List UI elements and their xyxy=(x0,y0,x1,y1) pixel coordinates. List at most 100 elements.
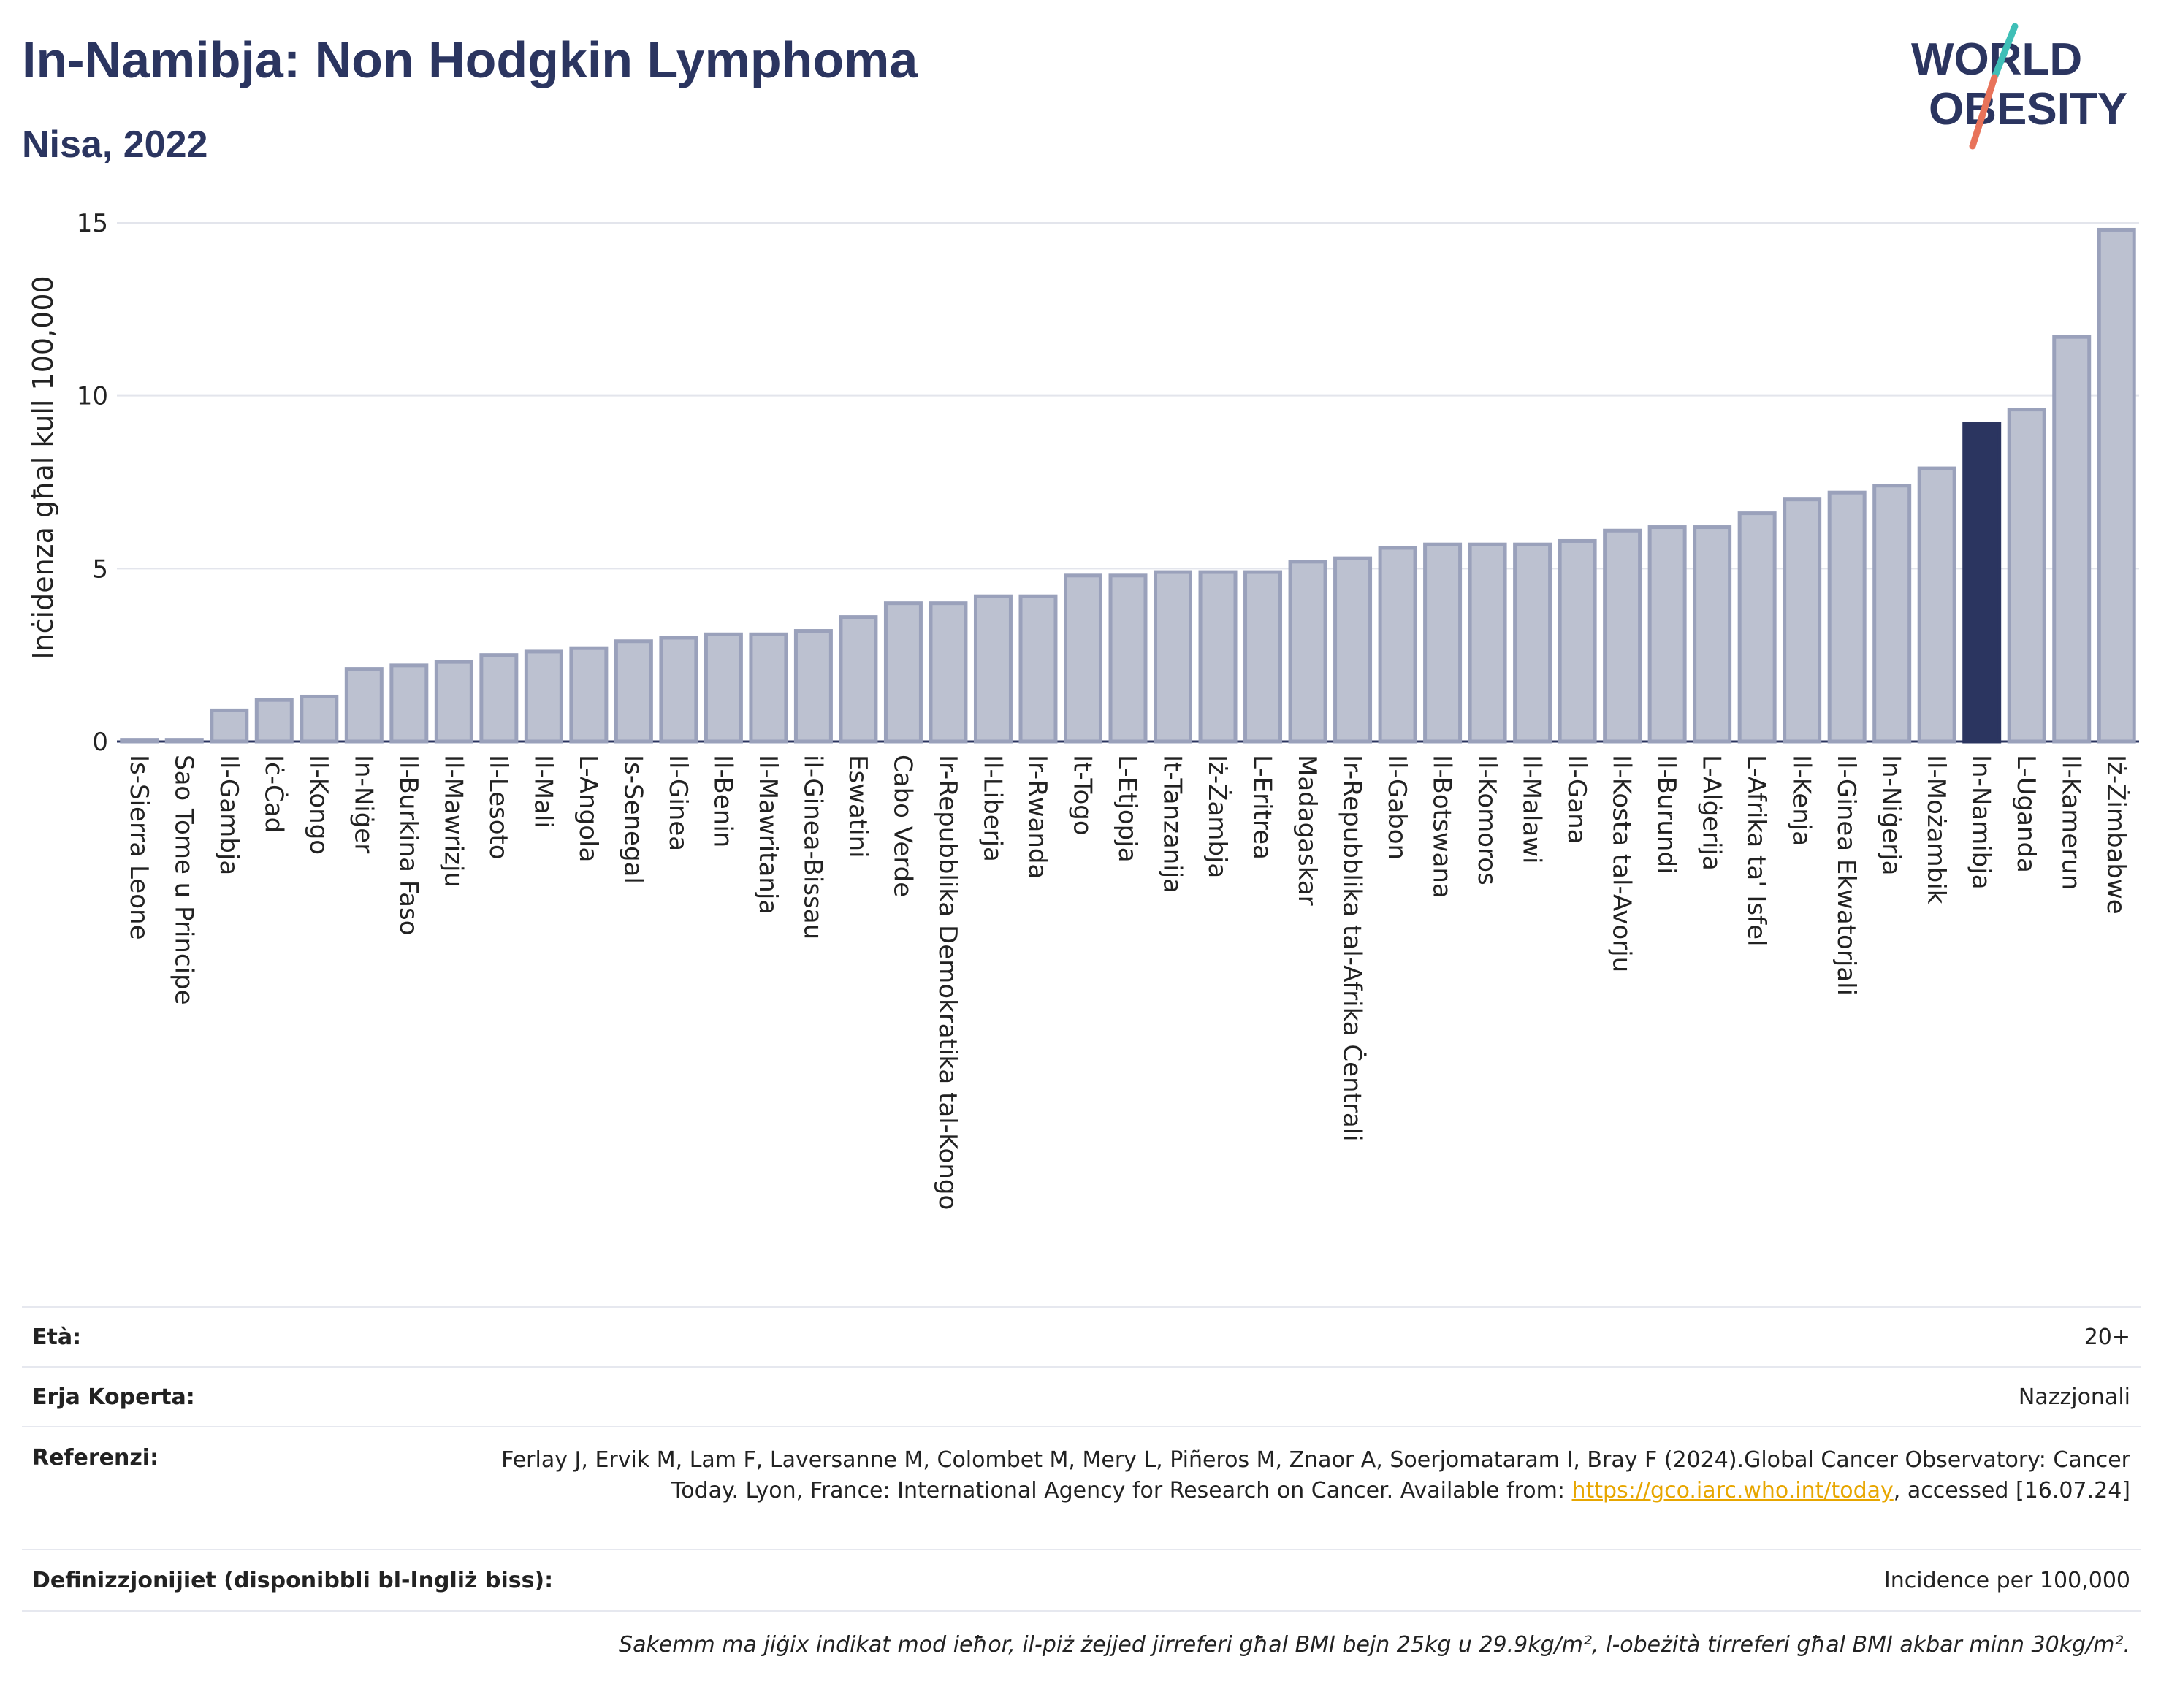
x-tick-label: Il-Burundi xyxy=(1652,755,1681,874)
bar-2 xyxy=(210,708,249,744)
x-axis-ticks: Is-Sierra Leone Sao Tome u Principe Il-Gam… xyxy=(124,755,2130,1210)
logo-slash-teal xyxy=(1991,23,2019,81)
bar-32 xyxy=(1558,538,1597,744)
x-tick-label: Il-Burkina Faso xyxy=(394,755,423,936)
bar-41 xyxy=(1962,422,2002,744)
x-tick-label: Il-Kamerun xyxy=(2057,755,2086,890)
x-tick-label: Il-Gabon xyxy=(1382,755,1411,860)
bar-30 xyxy=(1468,542,1507,744)
y-tick-label: 0 xyxy=(92,728,108,757)
x-tick-label: It-Togo xyxy=(1067,755,1097,836)
bar-7 xyxy=(434,660,473,744)
info-row-age: Età: 20+ xyxy=(22,1306,2141,1366)
area-label: Erja Koperta: xyxy=(32,1384,195,1410)
x-tick-label: Ir-Rwanda xyxy=(1023,755,1052,879)
bar-40 xyxy=(1917,466,1956,744)
x-tick-label: In-Niġerja xyxy=(1877,755,1906,875)
x-tick-label: Is-Sierra Leone xyxy=(124,755,153,940)
bar-43 xyxy=(2052,335,2092,744)
x-tick-label: Il-Ginea Ekwatorjali xyxy=(1832,755,1861,996)
bar-15 xyxy=(793,629,833,744)
x-tick-label: L-Eritrea xyxy=(1248,755,1277,860)
bar-37 xyxy=(1783,497,1822,744)
bar-38 xyxy=(1827,490,1867,744)
y-axis-ticks: 0 5 10 15 xyxy=(77,209,108,757)
y-tick-label: 10 xyxy=(77,382,108,411)
x-tick-label: Il-Gana xyxy=(1562,755,1591,845)
x-tick-label: Sao Tome u Principe xyxy=(169,755,198,1005)
age-label: Età: xyxy=(32,1324,82,1350)
x-tick-label: Is-Senegal xyxy=(618,755,647,884)
info-row-area: Erja Koperta: Nazzjonali xyxy=(22,1366,2141,1426)
bar-22 xyxy=(1108,573,1148,744)
bar-33 xyxy=(1603,528,1642,744)
x-tick-label: Ir-Repubblika Demokratika tal-Kongo xyxy=(933,755,962,1210)
info-row-references: Referenzi: Ferlay J, Ervik M, Lam F, Lav… xyxy=(22,1426,2141,1549)
x-tick-label: Il-Gambja xyxy=(214,755,243,875)
bar-9 xyxy=(524,649,563,744)
x-tick-label: il-Ginea-Bissau xyxy=(798,755,827,939)
bar-10 xyxy=(569,646,609,744)
bar-5 xyxy=(344,667,384,744)
bar-21 xyxy=(1063,573,1102,744)
bar-0 xyxy=(120,738,159,744)
references-label: Referenzi: xyxy=(32,1445,159,1471)
bar-27 xyxy=(1333,556,1373,744)
bar-39 xyxy=(1872,484,1912,744)
bar-13 xyxy=(704,632,743,744)
logo-slash-coral xyxy=(1969,74,1998,150)
x-tick-label: It-Tanzanija xyxy=(1158,755,1187,893)
info-row-definitions: Definizzjonijiet (disponibbli bl-Ingliż … xyxy=(22,1549,2141,1610)
info-row-note: Sakemm ma jiġix indikat mod ieħor, il-pi… xyxy=(22,1610,2141,1677)
bar-42 xyxy=(2007,408,2046,744)
x-tick-label: Cabo Verde xyxy=(888,755,917,897)
x-tick-label: Il-Botswana xyxy=(1428,755,1457,899)
bar-8 xyxy=(479,653,519,744)
references-accessed: , accessed [16.07.24] xyxy=(1893,1478,2130,1503)
logo-text-obesity: OBESITY xyxy=(1929,84,2127,134)
x-tick-label: Il-Liberja xyxy=(977,755,1007,862)
definitions-value: Incidence per 100,000 xyxy=(1883,1567,2130,1593)
x-tick-label: Iċ-Ċad xyxy=(259,755,289,833)
x-tick-label: Iż-Żambja xyxy=(1203,755,1232,878)
bar-1 xyxy=(164,738,204,744)
x-tick-label: Madagaskar xyxy=(1292,755,1322,906)
bar-16 xyxy=(839,615,878,744)
x-tick-label: In-Niġer xyxy=(348,755,378,853)
x-tick-label: Il-Lesoto xyxy=(484,755,513,860)
x-tick-label: Il-Kenja xyxy=(1787,755,1816,846)
x-tick-label: Il-Komoros xyxy=(1472,755,1501,885)
bar-36 xyxy=(1737,511,1777,744)
bar-34 xyxy=(1647,525,1687,744)
bar-24 xyxy=(1198,570,1238,744)
x-tick-label: Il-Ginea xyxy=(663,755,693,851)
bar-31 xyxy=(1513,542,1552,744)
bar-26 xyxy=(1288,560,1327,744)
bar-29 xyxy=(1423,542,1463,744)
x-tick-label: Il-Możambik xyxy=(1921,755,1951,904)
definitions-label: Definizzjonijiet (disponibbli bl-Ingliż … xyxy=(32,1567,554,1593)
references-link[interactable]: https://gco.iarc.who.int/today xyxy=(1571,1478,1894,1503)
x-tick-label: Eswatini xyxy=(843,755,872,858)
x-tick-label: L-Angola xyxy=(573,755,603,862)
bar-20 xyxy=(1018,594,1058,744)
bar-35 xyxy=(1693,525,1732,744)
age-value: 20+ xyxy=(2084,1324,2130,1350)
x-tick-label: Iż-Żimbabwe xyxy=(2101,755,2130,915)
x-tick-label: L-Uganda xyxy=(2011,755,2040,873)
x-tick-label: Il-Malawi xyxy=(1517,755,1547,863)
bar-19 xyxy=(973,594,1013,744)
page-title: In-Namibja: Non Hodgkin Lymphoma xyxy=(22,31,918,88)
bar-14 xyxy=(749,632,788,744)
y-axis-label: Inċidenza għal kull 100,000 xyxy=(27,275,59,659)
info-table: Età: 20+ Erja Koperta: Nazzjonali Refere… xyxy=(22,1306,2141,1677)
x-tick-label: L-Alġerija xyxy=(1697,755,1726,871)
bar-3 xyxy=(254,698,294,744)
bar-44 xyxy=(2097,227,2136,744)
x-tick-label: Il-Kongo xyxy=(304,755,333,855)
bar-28 xyxy=(1378,546,1417,744)
bar-25 xyxy=(1243,570,1283,744)
bar-18 xyxy=(929,601,968,744)
bars xyxy=(120,227,2136,744)
references-text: Ferlay J, Ervik M, Lam F, Laversanne M, … xyxy=(501,1447,2130,1503)
